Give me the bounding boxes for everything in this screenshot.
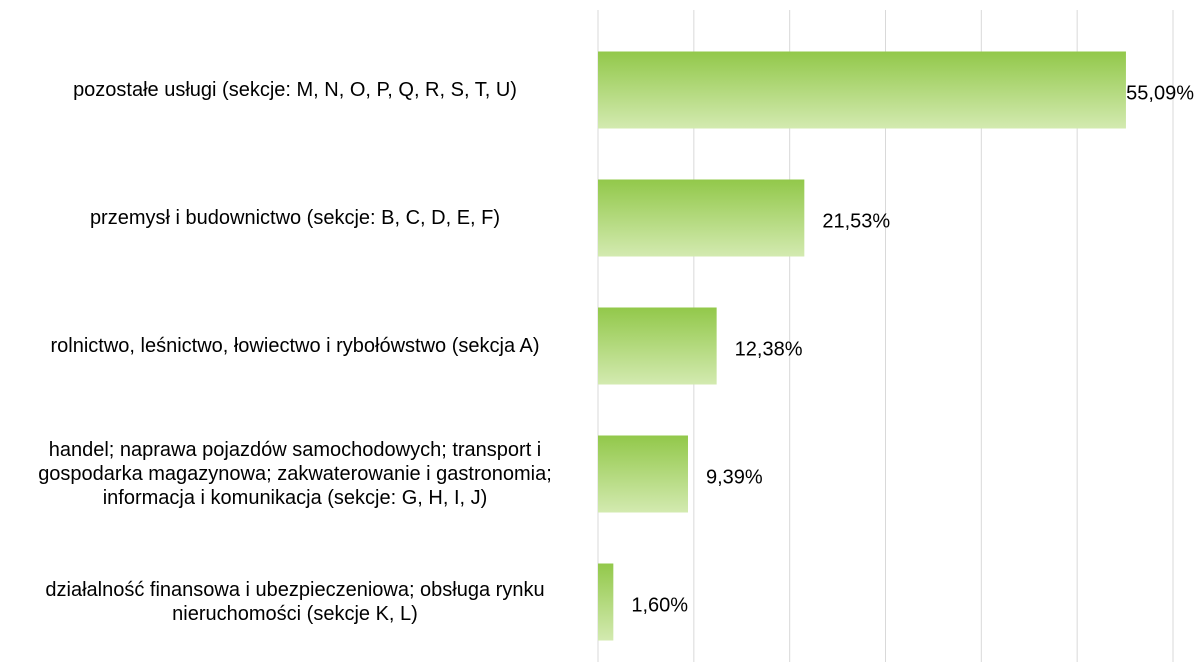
bar [598,307,717,385]
category-label: działalność finansowa i ubezpieczeniowa;… [45,579,545,625]
value-label: 9,39% [706,466,763,488]
bar [598,435,688,513]
category-label: rolnictwo, leśnictwo, łowiectwo i rybołó… [50,335,540,357]
category-label: przemysł i budownictwo (sekcje: B, C, D,… [89,207,501,229]
value-label: 12,38% [735,338,803,360]
bar [598,179,805,257]
bar [598,51,1126,129]
value-label: 21,53% [822,210,890,232]
value-label: 1,60% [631,594,688,616]
value-label: 55,09% [1126,82,1194,104]
category-label: pozostałe usługi (sekcje: M, N, O, P, Q,… [73,79,517,101]
bar [598,563,614,641]
category-label: handel; naprawa pojazdów samochodowych; … [38,439,552,509]
